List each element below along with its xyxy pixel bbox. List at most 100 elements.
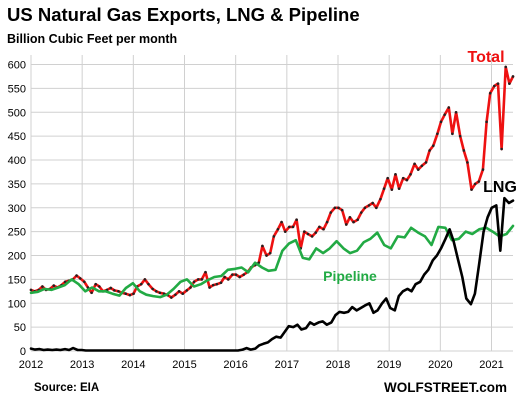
data-point-total [416, 168, 420, 171]
data-point-total [41, 285, 44, 288]
y-tick-label: 250 [8, 227, 26, 239]
data-point-total [363, 206, 367, 210]
data-point-total [204, 270, 207, 274]
chart-title: US Natural Gas Exports, LNG & Pipeline [7, 4, 360, 25]
data-point-total [143, 278, 147, 281]
data-point-total [409, 173, 412, 176]
y-tick-label: 300 [8, 203, 26, 215]
data-point-total [208, 286, 211, 289]
y-tick-label: 150 [8, 274, 26, 286]
data-point-total [139, 282, 143, 286]
data-point-total [428, 149, 431, 152]
data-point-total [481, 168, 485, 171]
data-point-total [454, 110, 458, 114]
data-point-total [382, 187, 386, 190]
x-tick-label: 2012 [19, 359, 43, 371]
data-point-total [78, 277, 82, 280]
data-point-total [63, 280, 67, 284]
data-point-total [356, 218, 359, 222]
data-point-total [283, 230, 287, 233]
data-point-total [154, 290, 158, 293]
data-point-total [90, 291, 93, 295]
x-tick-label: 2017 [275, 359, 299, 371]
data-point-total [500, 147, 503, 151]
data-point-total [485, 120, 488, 124]
data-point-total [185, 289, 189, 292]
data-point-total [488, 91, 492, 95]
data-point-total [379, 197, 382, 201]
data-point-total [94, 282, 97, 286]
data-point-total [451, 132, 454, 136]
data-point-total [420, 164, 424, 168]
data-point-total [344, 223, 348, 226]
y-tick-label: 600 [8, 60, 26, 72]
x-tick-label: 2021 [479, 359, 503, 371]
x-tick-label: 2020 [428, 359, 452, 371]
data-point-total [242, 273, 246, 276]
y-tick-label: 350 [8, 179, 26, 191]
series-label-lng: LNG [483, 179, 517, 196]
data-point-total [98, 285, 101, 288]
data-point-total [132, 292, 135, 296]
data-point-total [477, 180, 481, 183]
data-point-total [231, 273, 234, 276]
data-point-total [436, 132, 439, 136]
data-point-total [52, 284, 56, 287]
data-point-total [117, 290, 120, 293]
data-point-total [113, 289, 116, 292]
data-point-total [234, 273, 238, 276]
y-tick-label: 500 [8, 107, 26, 119]
data-point-total [29, 288, 33, 292]
data-point-total [272, 235, 276, 238]
data-point-total [375, 206, 378, 210]
data-point-total [504, 65, 508, 69]
data-point-total [151, 287, 154, 291]
data-point-total [181, 292, 185, 296]
data-point-total [288, 225, 291, 229]
data-point-total [177, 290, 181, 293]
y-tick-label: 450 [8, 131, 26, 143]
data-point-total [322, 227, 325, 231]
data-point-total [291, 225, 295, 229]
data-point-total [367, 204, 371, 207]
data-point-total [318, 225, 321, 229]
data-point-total [439, 120, 443, 124]
series-line-pipeline [29, 224, 515, 299]
data-point-total [128, 293, 132, 297]
x-tick-label: 2018 [326, 359, 350, 371]
x-tick-label: 2016 [223, 359, 247, 371]
data-point-total [386, 176, 390, 180]
chart-subtitle: Billion Cubic Feet per month [7, 32, 178, 46]
data-point-total [496, 82, 500, 85]
data-point-total [470, 188, 473, 191]
data-point-total [170, 296, 173, 299]
data-point-total [405, 178, 409, 182]
data-point-total [352, 220, 355, 224]
data-point-total [196, 278, 200, 281]
data-point-total [276, 227, 280, 231]
data-point-total [174, 293, 177, 296]
data-point-total [447, 106, 451, 109]
data-point-total [333, 206, 337, 210]
y-tick-label: 0 [20, 346, 26, 358]
brand-watermark: WOLFSTREET.com [383, 380, 507, 395]
data-point-total [124, 292, 128, 296]
data-point-total [458, 134, 462, 138]
data-point-total [473, 182, 477, 186]
x-tick-label: 2013 [70, 359, 94, 371]
y-tick-label: 200 [8, 251, 26, 263]
data-point-total [401, 176, 405, 180]
data-point-total [329, 211, 333, 214]
data-point-total [280, 220, 283, 224]
data-point-total [261, 244, 264, 248]
x-tick-label: 2014 [121, 359, 145, 371]
data-point-total [200, 278, 204, 281]
data-point-total [219, 281, 223, 285]
y-tick-label: 50 [14, 322, 26, 334]
data-point-total [223, 275, 226, 279]
data-point-total [268, 251, 272, 255]
data-point-total [238, 275, 241, 279]
data-point-total [413, 162, 416, 166]
data-point-total [189, 286, 192, 289]
data-point-total [226, 278, 230, 281]
